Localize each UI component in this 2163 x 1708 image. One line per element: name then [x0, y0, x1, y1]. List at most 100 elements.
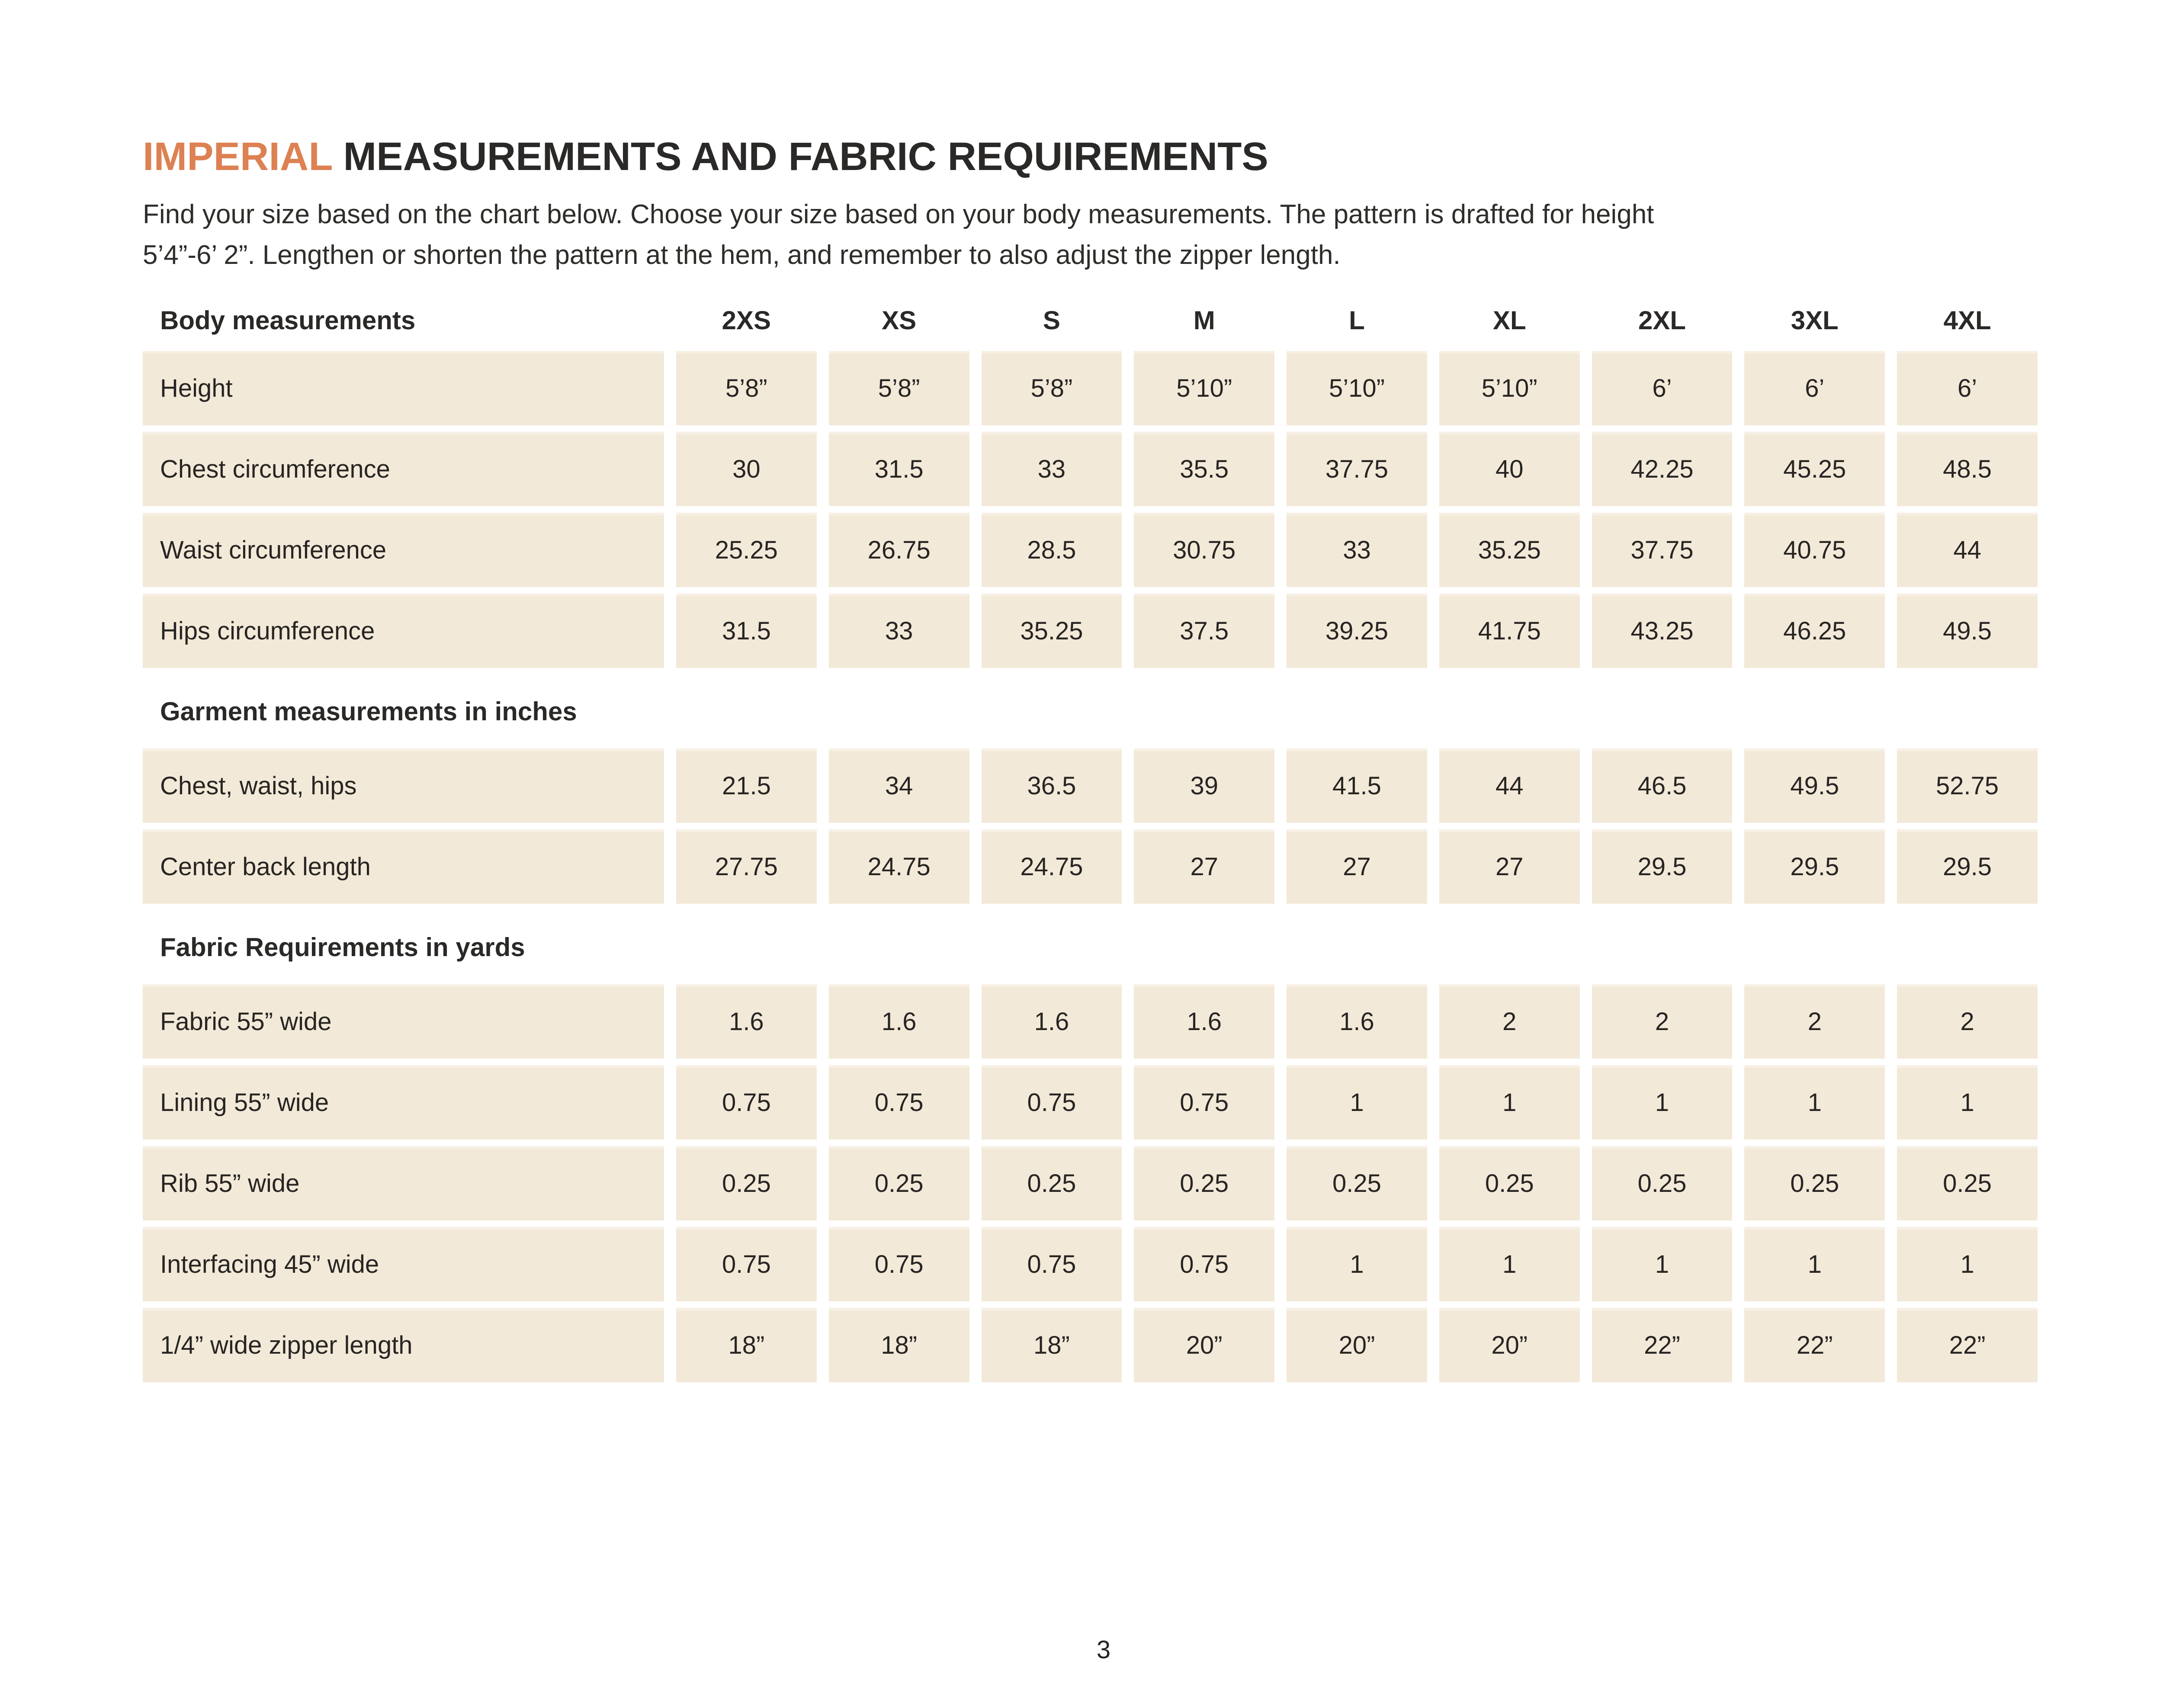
cell-value-2xs: 0.75: [676, 1227, 817, 1302]
cell-value-s: 5’8”: [981, 351, 1122, 426]
cell-value-2xl: 6’: [1592, 351, 1733, 426]
cell-value-l: 1.6: [1287, 984, 1427, 1059]
cell-value-xs: 18”: [828, 1308, 969, 1383]
cell-value-xl: 1: [1439, 1065, 1580, 1140]
cell-value-s: 0.25: [981, 1146, 1122, 1221]
row-label: Center back length: [143, 829, 664, 904]
cell-value-3xl: 1: [1744, 1227, 1885, 1302]
cell-value-s: 24.75: [981, 829, 1122, 904]
column-header-size-2xl: 2XL: [1638, 305, 1686, 335]
row-label: Fabric 55” wide: [143, 984, 664, 1059]
cell-value-s: 18”: [981, 1308, 1122, 1383]
cell-value-3xl: 29.5: [1744, 829, 1885, 904]
cell-value-4xl: 49.5: [1897, 594, 2038, 668]
cell-value-4xl: 0.25: [1897, 1146, 2038, 1221]
cell-value-xs: 5’8”: [828, 351, 969, 426]
table-row-lining-55-wide: Lining 55” wide 0.75 0.75 0.75 0.75 1 1 1 1 1: [143, 1065, 2038, 1140]
cell-value-2xl: 22”: [1592, 1308, 1733, 1383]
cell-value-3xl: 2: [1744, 984, 1885, 1059]
table-row-height: Height 5’8” 5’8” 5’8” 5’10” 5’10” 5’10” 6’ 6’ 6’: [143, 351, 2038, 426]
cell-value-xl: 35.25: [1439, 513, 1580, 588]
intro-line-2: 5’4”-6’ 2”. Lengthen or shorten the patt…: [143, 240, 1341, 270]
cell-value-2xl: 1: [1592, 1065, 1733, 1140]
cell-value-xs: 26.75: [828, 513, 969, 588]
table-row-center-back-length: Center back length 27.75 24.75 24.75 27 27 27 2…: [143, 829, 2038, 904]
column-header-body-measurements: Body measurements: [160, 305, 416, 335]
column-header-row: Body measurements 2XS XS S M L XL 2XL 3XL 4XL: [143, 301, 2038, 340]
row-label: Waist circumference: [143, 513, 664, 588]
cell-value-l: 0.25: [1287, 1146, 1427, 1221]
cell-value-s: 0.75: [981, 1065, 1122, 1140]
cell-value-xl: 27: [1439, 829, 1580, 904]
cell-value-xs: 33: [828, 594, 969, 668]
cell-value-3xl: 1: [1744, 1065, 1885, 1140]
row-label: Height: [143, 351, 664, 426]
table-row-rib-55-wide: Rib 55” wide 0.25 0.25 0.25 0.25 0.25 0.25 0.25…: [143, 1146, 2038, 1221]
cell-value-3xl: 6’: [1744, 351, 1885, 426]
page-title-rest: MEASUREMENTS AND FABRIC REQUIREMENTS: [332, 135, 1268, 179]
cell-value-4xl: 1: [1897, 1065, 2038, 1140]
cell-value-xs: 0.25: [828, 1146, 969, 1221]
cell-value-xl: 44: [1439, 748, 1580, 823]
intro-paragraph: Find your size based on the chart below.…: [143, 194, 2038, 276]
cell-value-s: 0.75: [981, 1227, 1122, 1302]
table-row-1-4-wide-zipper-length: 1/4” wide zipper length 18” 18” 18” 20” 20” 20…: [143, 1308, 2038, 1383]
cell-value-2xs: 1.6: [676, 984, 817, 1059]
cell-value-l: 27: [1287, 829, 1427, 904]
cell-value-2xl: 46.5: [1592, 748, 1733, 823]
cell-value-m: 27: [1134, 829, 1275, 904]
cell-value-2xl: 43.25: [1592, 594, 1733, 668]
cell-value-m: 0.75: [1134, 1227, 1275, 1302]
cell-value-2xs: 0.25: [676, 1146, 817, 1221]
intro-line-1: Find your size based on the chart below.…: [143, 199, 1654, 229]
row-label: Interfacing 45” wide: [143, 1227, 664, 1302]
cell-value-xl: 2: [1439, 984, 1580, 1059]
cell-value-2xs: 31.5: [676, 594, 817, 668]
cell-value-s: 1.6: [981, 984, 1122, 1059]
cell-value-m: 1.6: [1134, 984, 1275, 1059]
cell-value-xs: 31.5: [828, 432, 969, 507]
cell-value-s: 36.5: [981, 748, 1122, 823]
section-header-fabric-requirements-in-yards: Fabric Requirements in yards: [160, 933, 525, 962]
cell-value-m: 0.75: [1134, 1065, 1275, 1140]
row-label: Rib 55” wide: [143, 1146, 664, 1221]
page-title: IMPERIAL MEASUREMENTS AND FABRIC REQUIRE…: [143, 134, 2038, 180]
cell-value-l: 1: [1287, 1227, 1427, 1302]
cell-value-l: 1: [1287, 1065, 1427, 1140]
column-header-size-2xs: 2XS: [722, 305, 771, 335]
row-label: Chest circumference: [143, 432, 664, 507]
cell-value-m: 35.5: [1134, 432, 1275, 507]
cell-value-l: 41.5: [1287, 748, 1427, 823]
size-table: Body measurements 2XS XS S M L XL 2XL 3XL 4XL Heig…: [143, 301, 2038, 1383]
section-header-garment-measurements-in-inches: Garment measurements in inches: [160, 697, 577, 726]
cell-value-3xl: 49.5: [1744, 748, 1885, 823]
cell-value-4xl: 1: [1897, 1227, 2038, 1302]
column-header-size-3xl: 3XL: [1791, 305, 1839, 335]
cell-value-4xl: 48.5: [1897, 432, 2038, 507]
cell-value-xl: 20”: [1439, 1308, 1580, 1383]
cell-value-xs: 0.75: [828, 1227, 969, 1302]
cell-value-3xl: 45.25: [1744, 432, 1885, 507]
cell-value-l: 5’10”: [1287, 351, 1427, 426]
cell-value-2xs: 0.75: [676, 1065, 817, 1140]
column-header-size-s: S: [1043, 305, 1060, 335]
table-row-chest-circumference: Chest circumference 30 31.5 33 35.5 37.75 40 42…: [143, 432, 2038, 507]
column-header-size-l: L: [1349, 305, 1365, 335]
cell-value-l: 20”: [1287, 1308, 1427, 1383]
cell-value-s: 28.5: [981, 513, 1122, 588]
cell-value-l: 39.25: [1287, 594, 1427, 668]
table-row-fabric-55-wide: Fabric 55” wide 1.6 1.6 1.6 1.6 1.6 2 2 2 2: [143, 984, 2038, 1059]
table-row-waist-circumference: Waist circumference 25.25 26.75 28.5 30.75 33…: [143, 513, 2038, 588]
cell-value-4xl: 6’: [1897, 351, 2038, 426]
cell-value-xl: 5’10”: [1439, 351, 1580, 426]
cell-value-l: 37.75: [1287, 432, 1427, 507]
cell-value-2xs: 27.75: [676, 829, 817, 904]
cell-value-s: 33: [981, 432, 1122, 507]
cell-value-3xl: 40.75: [1744, 513, 1885, 588]
cell-value-m: 0.25: [1134, 1146, 1275, 1221]
cell-value-xs: 34: [828, 748, 969, 823]
row-label: Lining 55” wide: [143, 1065, 664, 1140]
cell-value-m: 20”: [1134, 1308, 1275, 1383]
page-title-highlight: IMPERIAL: [143, 135, 332, 179]
cell-value-3xl: 22”: [1744, 1308, 1885, 1383]
